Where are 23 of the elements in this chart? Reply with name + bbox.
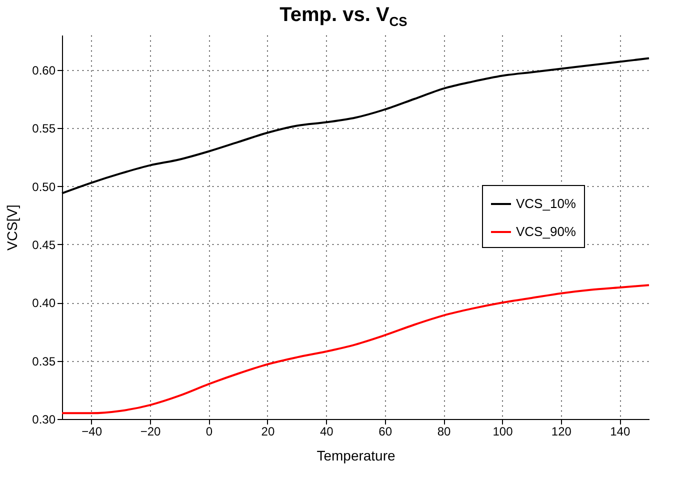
legend-label: VCS_10% bbox=[516, 196, 576, 211]
line-series bbox=[61, 284, 650, 414]
y-tick-label: 0.30 bbox=[32, 412, 56, 426]
x-tick-label: −20 bbox=[140, 424, 162, 438]
y-tick-label: 0.40 bbox=[32, 296, 56, 310]
y-tick-label: 0.50 bbox=[32, 180, 56, 194]
x-tick-label: 80 bbox=[437, 424, 452, 438]
legend-label: VCS_90% bbox=[516, 224, 576, 239]
x-tick-label: 120 bbox=[551, 424, 572, 438]
y-tick-label: 0.35 bbox=[32, 354, 56, 368]
y-tick-label: 0.45 bbox=[32, 238, 56, 252]
x-axis-title: Temperature bbox=[316, 448, 396, 464]
chart-title: Temp. vs. V$_{CS}$ bbox=[278, 4, 408, 30]
y-axis-title: VCS[V] bbox=[4, 204, 20, 250]
y-tick-label: 0.60 bbox=[32, 63, 56, 78]
x-tick-label: 40 bbox=[320, 424, 334, 438]
x-tick-label: 140 bbox=[610, 424, 630, 438]
y-tick-label: 0.55 bbox=[32, 122, 56, 136]
x-tick-label: −40 bbox=[82, 424, 102, 438]
x-tick-label: 0 bbox=[206, 424, 213, 438]
x-tick-label: 20 bbox=[261, 424, 275, 438]
x-tick-label: 60 bbox=[378, 424, 392, 438]
x-tick-label: 100 bbox=[492, 424, 514, 438]
